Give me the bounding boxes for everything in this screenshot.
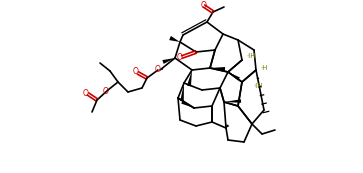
Text: O: O <box>83 89 89 98</box>
Polygon shape <box>228 72 240 80</box>
Polygon shape <box>224 99 241 103</box>
Polygon shape <box>181 101 194 108</box>
Text: O: O <box>201 1 207 10</box>
Text: ·IH: ·IH <box>253 83 262 89</box>
Text: ·H: ·H <box>260 65 268 71</box>
Polygon shape <box>187 70 192 86</box>
Polygon shape <box>162 58 175 64</box>
Polygon shape <box>169 36 180 42</box>
Text: O: O <box>103 86 109 95</box>
Polygon shape <box>226 124 229 128</box>
Text: O: O <box>133 67 139 76</box>
Text: O: O <box>155 66 161 75</box>
Text: ·: · <box>162 65 164 75</box>
Text: O: O <box>177 53 183 62</box>
Polygon shape <box>210 67 225 71</box>
Polygon shape <box>180 83 184 101</box>
Text: ·IH: ·IH <box>246 53 256 59</box>
